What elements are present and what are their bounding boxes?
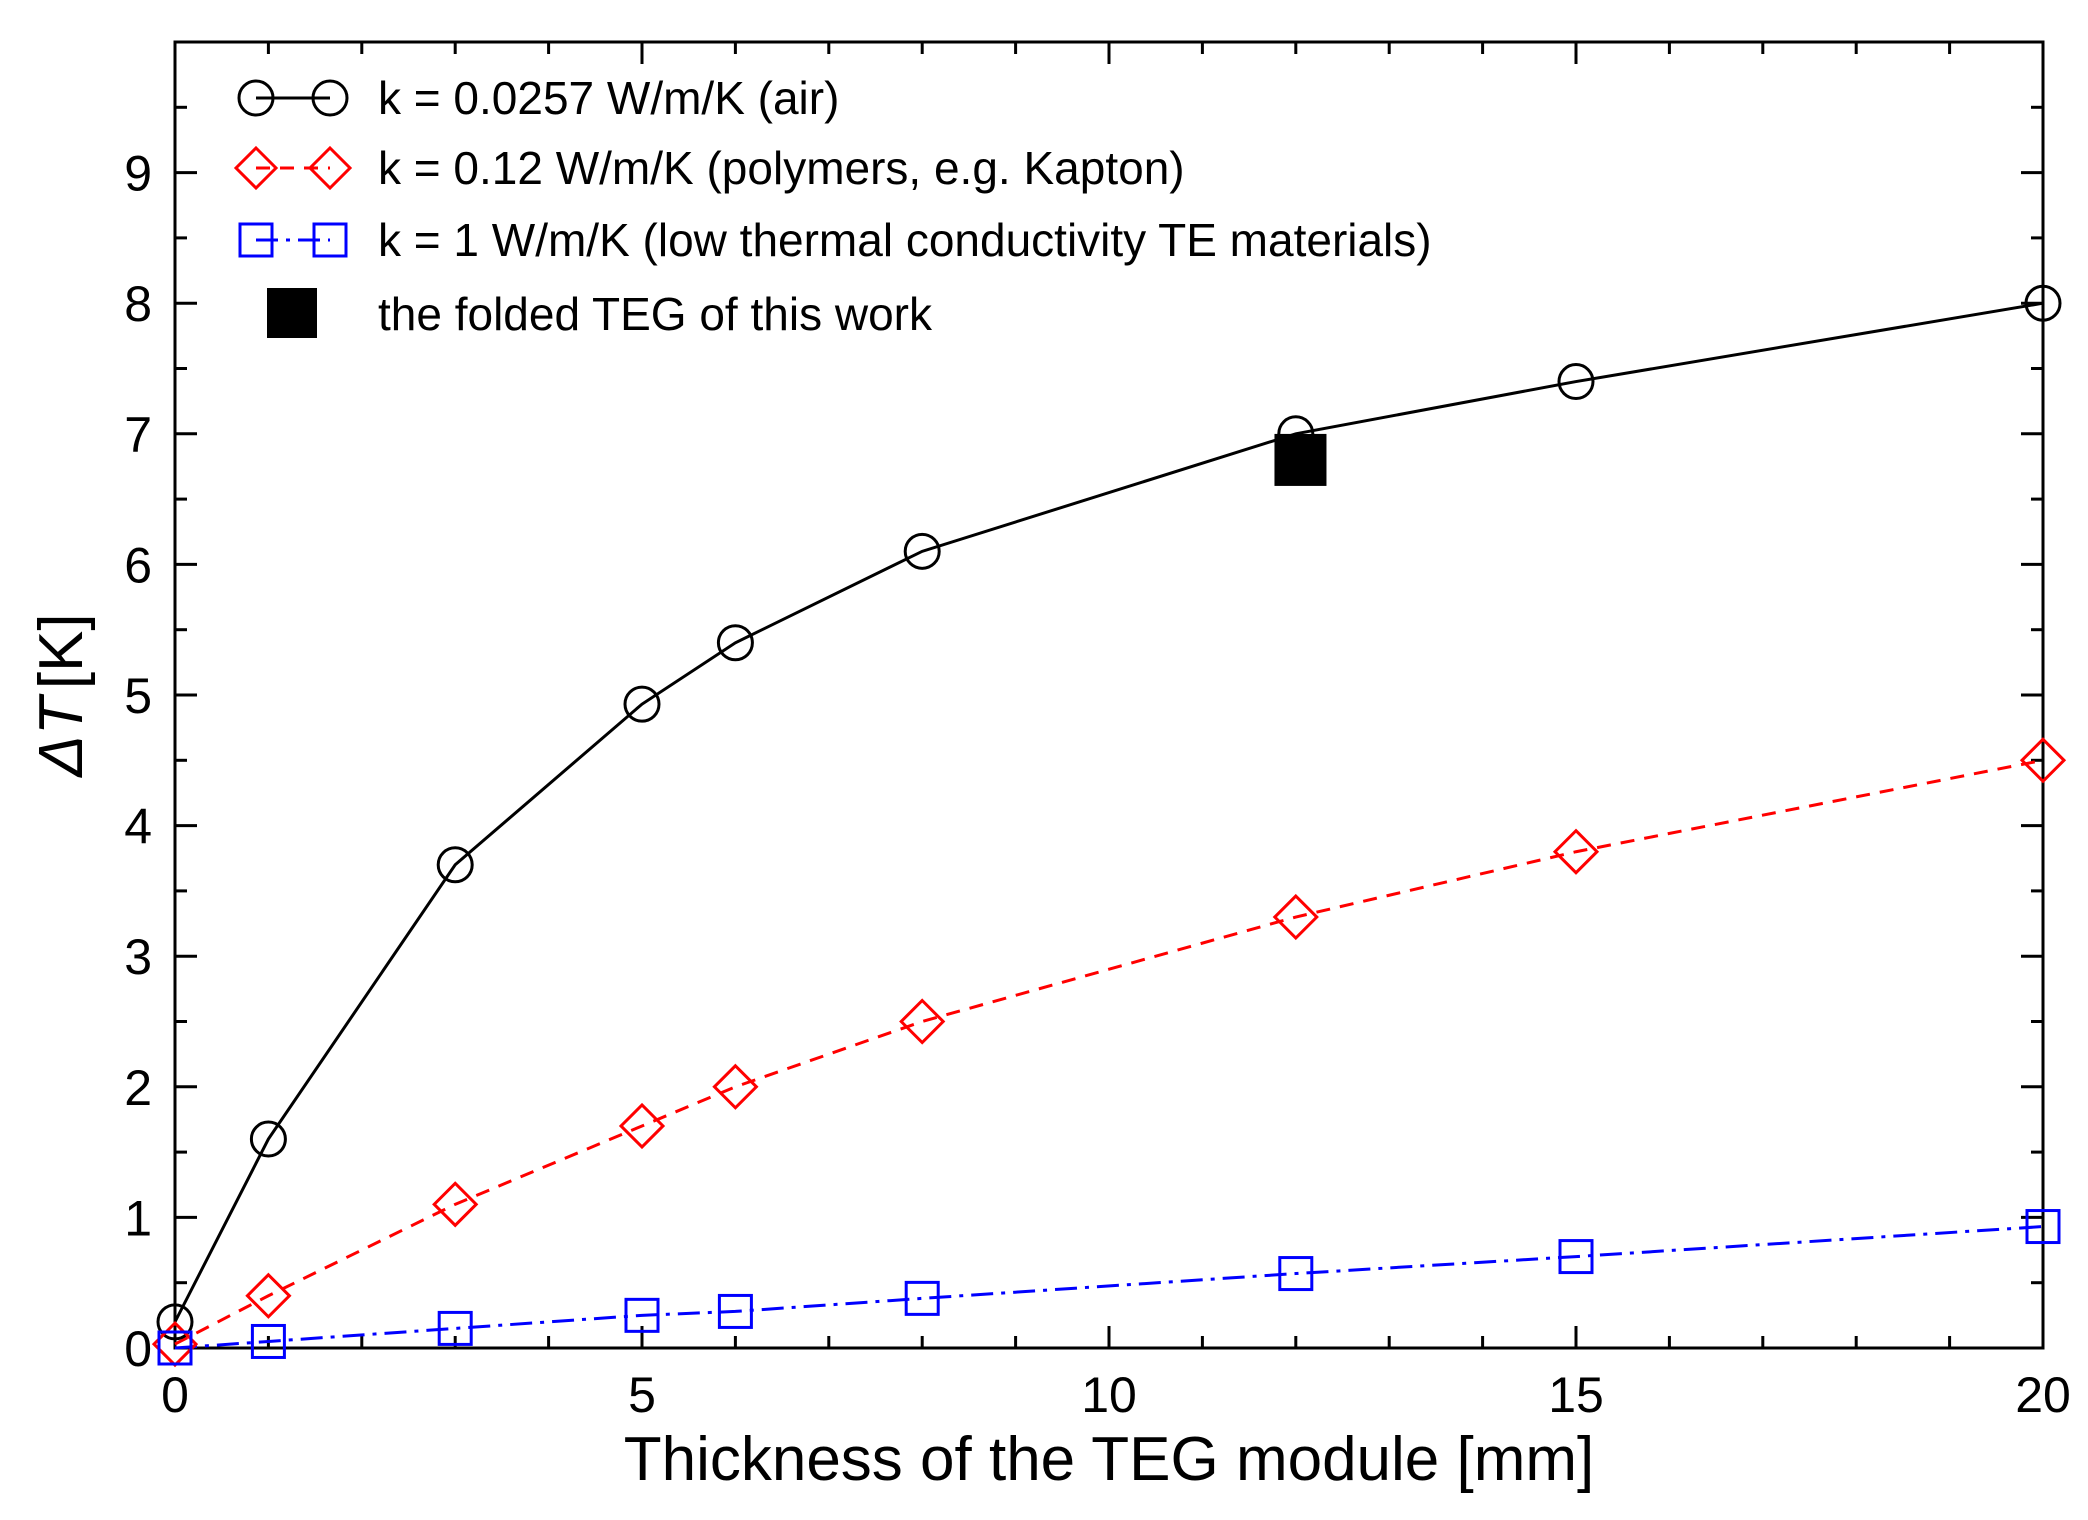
data-point-air (716, 624, 754, 662)
legend-marker-te-materials-2 (312, 222, 348, 258)
x-tick-label: 20 (2015, 1367, 2071, 1423)
series-lines (173, 301, 2044, 1350)
data-point-te-materials (157, 1330, 193, 1366)
data-point-te-materials (250, 1323, 286, 1359)
legend-label-air: k = 0.0257 W/m/K (air) (378, 72, 839, 124)
data-point-air (249, 1120, 287, 1158)
y-tick-label: 4 (124, 799, 152, 855)
y-tick-label: 1 (124, 1190, 152, 1246)
data-point-air (1557, 363, 1595, 401)
y-tick-label: 2 (124, 1060, 152, 1116)
legend-sample-te-materials (238, 222, 348, 258)
legend-label-folded-teg: the folded TEG of this work (378, 288, 933, 340)
series-line-air (173, 301, 2044, 1323)
x-tick-label: 5 (628, 1367, 656, 1423)
legend-marker-air-1 (237, 79, 275, 117)
data-point-air (156, 1303, 194, 1341)
legend-label-polymers: k = 0.12 W/m/K (polymers, e.g. Kapton) (378, 142, 1185, 194)
legend-sample-air (237, 79, 349, 117)
y-tick-label: 6 (124, 537, 152, 593)
legend-marker-folded-teg (267, 288, 317, 338)
data-point-te-materials (1558, 1239, 1594, 1275)
y-axis-symbol: ΔT (27, 693, 96, 779)
legend-marker-polymers-1 (233, 145, 279, 191)
data-point-polymers (432, 1181, 479, 1228)
data-point-air (623, 685, 661, 723)
data-point-polymers (245, 1272, 292, 1319)
legend-label-te-materials: k = 1 W/m/K (low thermal conductivity TE… (378, 214, 1432, 266)
legend-sample-polymers (233, 145, 353, 191)
y-tick-label: 5 (124, 668, 152, 724)
data-point-air (436, 846, 474, 884)
x-tick-label: 0 (161, 1367, 189, 1423)
data-point-te-materials (1278, 1256, 1314, 1292)
data-point-te-materials (904, 1280, 940, 1316)
y-tick-label: 7 (124, 407, 152, 463)
data-point-polymers (1552, 828, 1600, 875)
x-axis-title: Thickness of the TEG module [mm] (624, 1425, 1595, 1494)
data-point-air (2024, 284, 2062, 322)
x-tick-label: 15 (1548, 1367, 1604, 1423)
data-point-folded-teg (1274, 433, 1327, 486)
y-axis-unit: [K] (27, 613, 96, 689)
y-tick-label: 0 (124, 1321, 152, 1377)
data-point-te-materials (2025, 1209, 2061, 1245)
data-point-te-materials (717, 1293, 753, 1329)
y-tick-label: 3 (124, 929, 152, 985)
data-point-air (903, 532, 941, 570)
y-axis-title: ΔT[K] (27, 613, 96, 778)
data-point-polymers (1272, 893, 1319, 941)
series-line-polymers (174, 758, 2044, 1346)
y-tick-label: 8 (124, 276, 152, 332)
legend-marker-polymers-2 (307, 145, 353, 191)
axis-ticks (173, 40, 2045, 1350)
x-tick-label: 10 (1081, 1367, 1137, 1423)
series-line-te-materials (174, 1225, 2044, 1350)
data-point-polymers (618, 1102, 666, 1150)
data-point-te-materials (624, 1297, 660, 1333)
series-markers (151, 284, 2067, 1368)
legend-marker-te-materials-1 (238, 222, 274, 258)
data-point-polymers (899, 998, 946, 1045)
legend-marker-air-2 (311, 79, 349, 117)
legend: k = 0.0257 W/m/K (air) k = 0.12 W/m/K (p… (233, 72, 1432, 340)
y-tick-label: 9 (124, 146, 152, 202)
data-point-polymers (2019, 737, 2067, 784)
data-point-te-materials (437, 1310, 473, 1346)
data-point-polymers (712, 1063, 759, 1110)
tick-labels: 0 5 10 15 20 0 1 2 3 4 5 6 7 8 9 (124, 146, 2071, 1423)
